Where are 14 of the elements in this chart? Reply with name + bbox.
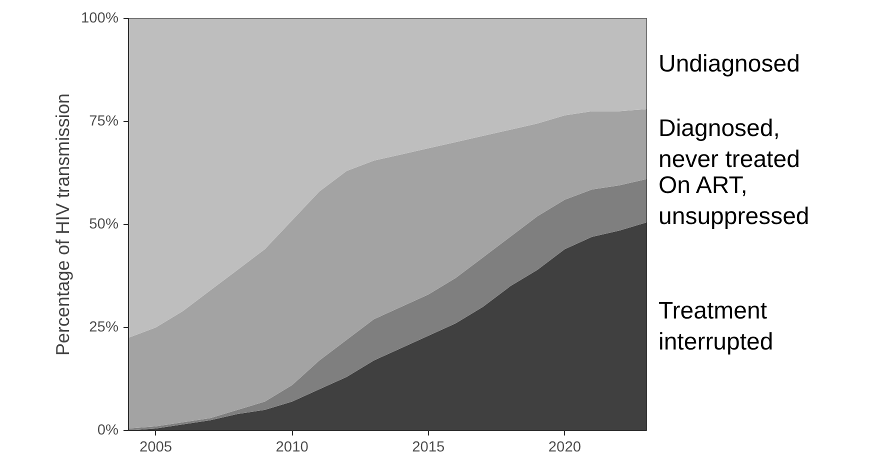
series-label: Diagnosed, never treated xyxy=(658,115,800,174)
y-tick-label: 50% xyxy=(89,216,119,232)
y-tick-label: 75% xyxy=(89,114,119,130)
y-tick-label: 0% xyxy=(97,422,119,438)
series-label: Treatment interrupted xyxy=(658,297,774,356)
y-tick-label: 100% xyxy=(81,10,119,26)
x-tick-label: 2010 xyxy=(276,440,308,456)
x-tick-label: 2020 xyxy=(548,440,582,456)
y-axis-title: Percentage of HIV transmission xyxy=(52,93,74,356)
series-label: On ART, unsuppressed xyxy=(658,172,810,230)
y-tick-label: 25% xyxy=(89,320,119,336)
series-label: Undiagnosed xyxy=(658,50,800,78)
x-tick-label: 2015 xyxy=(412,440,445,456)
x-tick-label: 2005 xyxy=(139,440,172,456)
